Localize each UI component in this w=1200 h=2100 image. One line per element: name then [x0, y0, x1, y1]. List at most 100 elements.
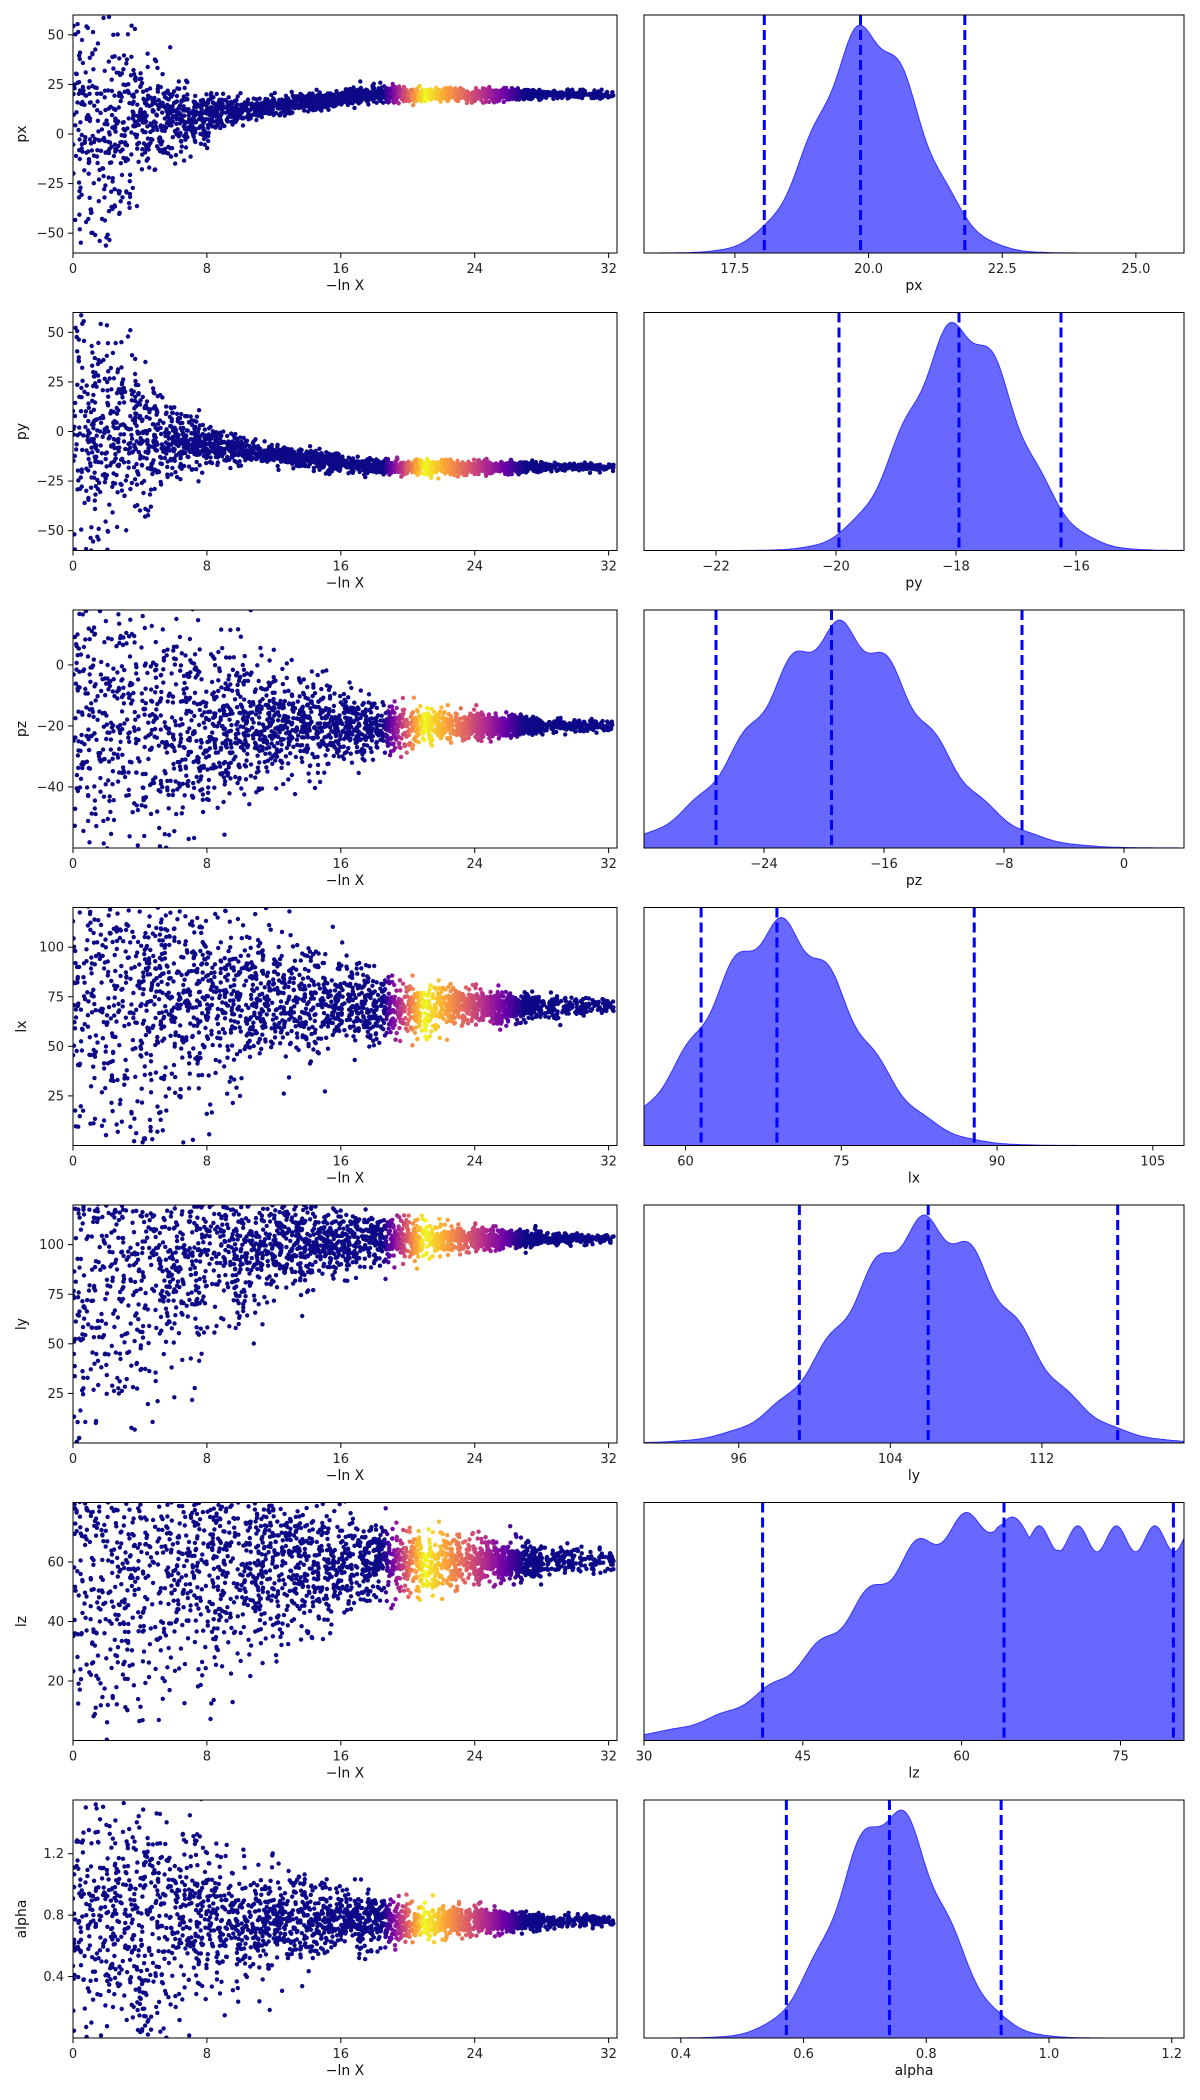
trace-point — [96, 459, 101, 465]
trace-point — [78, 120, 83, 125]
trace-point — [277, 113, 283, 118]
trace-point — [153, 99, 158, 104]
trace-point — [174, 121, 179, 127]
trace-point — [106, 394, 111, 399]
trace-point — [125, 32, 131, 37]
trace-point — [312, 451, 317, 456]
trace-point — [84, 488, 89, 493]
trace-point — [324, 104, 329, 109]
trace-point — [384, 86, 389, 91]
trace-point — [120, 395, 125, 400]
trace-point — [87, 195, 92, 200]
trace-point — [79, 385, 84, 391]
trace-point — [104, 353, 110, 358]
trace-point — [150, 128, 156, 133]
trace-point — [80, 7, 84, 11]
trace-point — [351, 468, 356, 474]
trace-point — [549, 91, 554, 97]
trace-point — [86, 439, 91, 445]
trace-point — [181, 108, 186, 113]
trace-point — [201, 453, 207, 459]
trace-point — [73, 123, 78, 128]
trace-point — [163, 125, 169, 130]
trace-point — [136, 449, 141, 455]
trace-point — [83, 135, 88, 140]
trace-point — [109, 144, 114, 149]
trace-point — [193, 93, 198, 99]
trace-point — [75, 100, 80, 105]
trace-point — [257, 105, 262, 110]
trace-point — [145, 96, 150, 102]
trace-point — [220, 122, 225, 128]
trace-point — [109, 88, 115, 94]
trace-point — [184, 433, 189, 438]
trace-point — [538, 88, 543, 94]
trace-point — [126, 465, 131, 470]
trace-point — [542, 466, 547, 471]
trace-point — [257, 96, 262, 101]
trace-point — [153, 59, 159, 64]
trace-point — [80, 60, 86, 66]
trace-point — [160, 139, 165, 144]
trace-point — [301, 96, 306, 101]
trace-point — [197, 423, 203, 428]
trace-point — [122, 128, 128, 133]
trace-point — [86, 418, 91, 424]
trace-point — [91, 181, 97, 186]
trace-point — [80, 447, 85, 453]
trace-point — [178, 138, 184, 144]
trace-point — [239, 439, 244, 444]
trace-point — [183, 137, 188, 142]
trace-point — [129, 152, 134, 157]
trace-point — [73, 86, 77, 91]
trace-point — [79, 395, 84, 400]
trace-point — [185, 96, 190, 102]
trace-point — [269, 92, 274, 98]
trace-point — [435, 96, 440, 101]
trace-point — [102, 376, 108, 381]
trace-point — [597, 470, 603, 475]
trace-point — [109, 553, 113, 557]
trace-point — [80, 365, 85, 370]
trace-point — [86, 468, 91, 473]
trace-point — [188, 414, 193, 419]
trace-point — [200, 470, 205, 475]
trace-point — [205, 145, 210, 151]
trace-point — [241, 435, 246, 441]
trace-point — [191, 132, 196, 138]
trace-point — [465, 93, 471, 98]
trace-point — [218, 446, 223, 451]
trace-point — [246, 113, 252, 118]
trace-point — [81, 433, 86, 438]
trace-point — [240, 123, 246, 128]
trace-point — [122, 133, 128, 138]
trace-point — [242, 100, 248, 105]
trace-point — [247, 101, 252, 107]
trace-point — [436, 92, 441, 97]
trace-point — [171, 89, 177, 94]
trace-point — [564, 87, 570, 93]
trace-point — [155, 426, 161, 432]
trace-point — [73, 453, 78, 459]
trace-point — [261, 100, 267, 105]
trace-point — [408, 88, 413, 94]
trace-point — [209, 105, 214, 110]
trace-point — [385, 90, 390, 96]
trace-point — [89, 210, 94, 215]
trace-point — [197, 463, 202, 468]
posterior-xlabel: px — [905, 278, 922, 294]
trace-point — [100, 166, 105, 171]
trace-point — [291, 105, 296, 110]
trace-point — [602, 93, 607, 98]
trace-point — [150, 137, 155, 142]
trace-point — [73, 408, 76, 414]
trace-point — [198, 433, 203, 439]
trace-point — [139, 167, 145, 172]
trace-point — [209, 90, 214, 96]
trace-point — [97, 238, 102, 244]
trace-point — [102, 95, 107, 100]
trace-point — [95, 99, 100, 104]
trace-point — [367, 468, 372, 473]
trace-point — [120, 195, 125, 200]
trace-point — [229, 105, 234, 110]
